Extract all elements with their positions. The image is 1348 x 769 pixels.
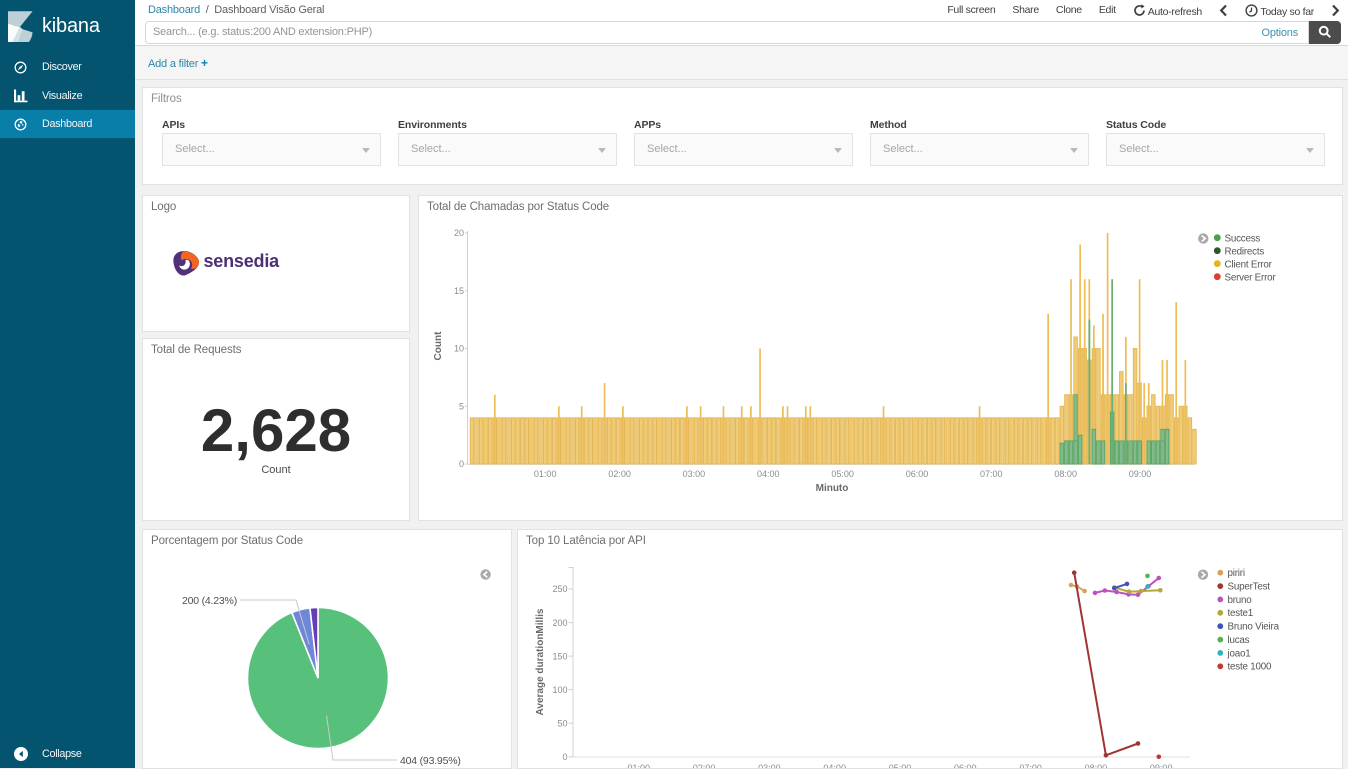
svg-text:Redirects: Redirects bbox=[1225, 247, 1265, 258]
svg-text:15: 15 bbox=[454, 286, 464, 296]
svg-text:joao1: joao1 bbox=[1227, 648, 1251, 659]
svg-text:Server Error: Server Error bbox=[1225, 273, 1277, 284]
svg-text:sensedia: sensedia bbox=[204, 251, 281, 271]
svg-text:01:00: 01:00 bbox=[534, 469, 557, 479]
svg-text:04:00: 04:00 bbox=[823, 763, 846, 768]
svg-text:SuperTest: SuperTest bbox=[1228, 582, 1271, 593]
svg-text:Success: Success bbox=[1225, 234, 1261, 245]
svg-text:Bruno Vieira: Bruno Vieira bbox=[1228, 622, 1280, 633]
svg-text:08:00: 08:00 bbox=[1054, 469, 1077, 479]
svg-text:02:00: 02:00 bbox=[693, 763, 716, 768]
svg-text:250: 250 bbox=[552, 584, 567, 594]
svg-text:5: 5 bbox=[459, 401, 464, 411]
svg-text:200: 200 bbox=[552, 618, 567, 628]
svg-text:09:00: 09:00 bbox=[1129, 469, 1152, 479]
svg-text:0: 0 bbox=[459, 459, 464, 469]
svg-text:09:00: 09:00 bbox=[1150, 763, 1173, 768]
svg-text:0: 0 bbox=[562, 752, 567, 762]
svg-text:200 (4.23%): 200 (4.23%) bbox=[182, 595, 237, 607]
svg-text:05:00: 05:00 bbox=[889, 763, 912, 768]
svg-text:07:00: 07:00 bbox=[980, 469, 1003, 479]
svg-text:bruno: bruno bbox=[1228, 595, 1253, 606]
svg-text:07:00: 07:00 bbox=[1019, 763, 1042, 768]
svg-text:100: 100 bbox=[552, 685, 567, 695]
svg-text:10: 10 bbox=[454, 344, 464, 354]
svg-text:01:00: 01:00 bbox=[628, 763, 651, 768]
svg-text:06:00: 06:00 bbox=[906, 469, 929, 479]
svg-text:Count: Count bbox=[433, 331, 444, 361]
svg-text:teste1: teste1 bbox=[1228, 608, 1254, 619]
svg-text:03:00: 03:00 bbox=[758, 763, 781, 768]
svg-text:teste 1000: teste 1000 bbox=[1228, 662, 1273, 673]
svg-text:404 (93.95%): 404 (93.95%) bbox=[400, 755, 461, 767]
svg-text:20: 20 bbox=[454, 228, 464, 238]
svg-text:03:00: 03:00 bbox=[683, 469, 706, 479]
svg-text:Average durationMillis: Average durationMillis bbox=[535, 608, 546, 715]
svg-text:150: 150 bbox=[552, 651, 567, 661]
svg-text:04:00: 04:00 bbox=[757, 469, 780, 479]
svg-text:lucas: lucas bbox=[1228, 635, 1250, 646]
svg-text:Client Error: Client Error bbox=[1225, 260, 1273, 271]
svg-text:05:00: 05:00 bbox=[831, 469, 854, 479]
svg-text:06:00: 06:00 bbox=[954, 763, 977, 768]
svg-text:piriri: piriri bbox=[1228, 568, 1245, 579]
svg-text:02:00: 02:00 bbox=[608, 469, 631, 479]
svg-text:Minuto: Minuto bbox=[816, 483, 849, 494]
svg-text:08:00: 08:00 bbox=[1085, 763, 1108, 768]
svg-text:50: 50 bbox=[557, 718, 567, 728]
